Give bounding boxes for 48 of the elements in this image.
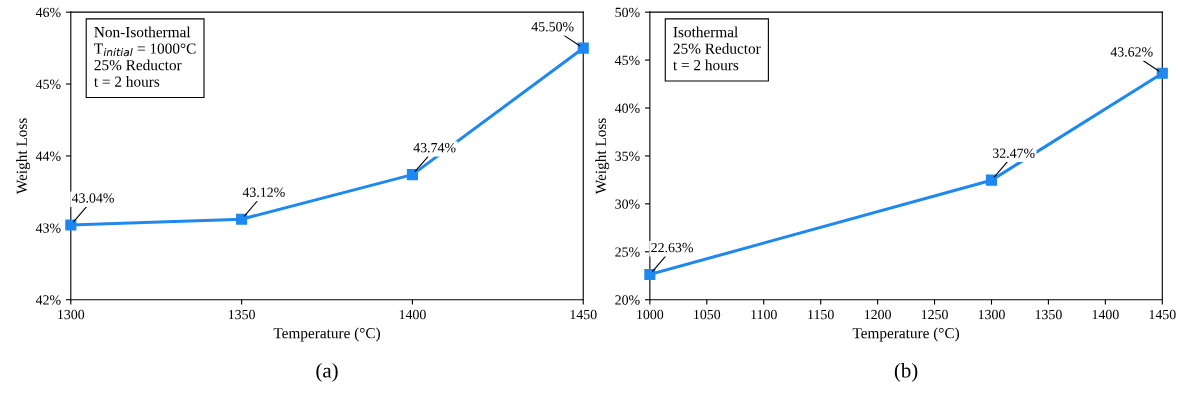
x-tick-label: 1350: [228, 309, 255, 320]
x-tick-label: 1450: [1149, 309, 1176, 320]
point: [406, 169, 418, 181]
y-tick-label: 45%: [35, 79, 61, 90]
x-tick-label: 1250: [921, 309, 948, 320]
y-tick-label: 46%: [35, 7, 61, 18]
x-tick-label: 1150: [808, 309, 834, 320]
data-label: 22.63%: [651, 242, 694, 253]
y-tick-label: 44%: [35, 151, 61, 161]
y-tick-label: 45%: [614, 55, 640, 66]
point: [65, 219, 77, 231]
point: [644, 268, 656, 281]
x-tick-label: 1050: [694, 309, 721, 320]
x-axis-title: Temperature (°C): [273, 327, 380, 342]
x-tick-label: 1400: [399, 309, 426, 320]
y-axis-title: Weight Loss: [595, 118, 610, 195]
point: [1156, 67, 1168, 79]
point: [236, 213, 248, 225]
text: (a): [316, 362, 338, 382]
y-tick-label: 35%: [615, 151, 640, 161]
y-tick-label: 25%: [615, 247, 640, 257]
x-tick-label: 1350: [1035, 309, 1062, 320]
text: (b): [894, 362, 918, 382]
data-label: 43.04%: [71, 193, 114, 203]
data-label: 32.47%: [992, 148, 1035, 158]
x-tick-label: 1450: [570, 309, 597, 320]
y-axis-title: Weight Loss: [16, 118, 31, 195]
y-tick-label: 50%: [615, 7, 640, 18]
y-tick-label: 42%: [35, 295, 61, 305]
x-tick-label: 1300: [58, 309, 85, 320]
x-tick-label: 1400: [1092, 309, 1119, 320]
y-tick-label: 30%: [615, 199, 640, 209]
annotation: Non-Isothermal T$_{initial}$ = 1000°C 25% Reductor t = 2 hours: [94, 26, 196, 87]
data-label: 45.50%: [531, 22, 574, 32]
x-tick-label: 1100: [751, 309, 777, 320]
point: [577, 42, 589, 54]
data-label: 43.74%: [413, 142, 456, 153]
y-tick-label: 20%: [615, 295, 640, 305]
data-label: 43.62%: [1110, 47, 1153, 57]
x-tick-label: 1300: [978, 309, 1005, 320]
x-tick-label: 1000: [637, 309, 664, 320]
y-tick-label: 40%: [614, 103, 640, 113]
x-axis-title: Temperature (°C): [852, 327, 960, 342]
x-tick-label: 1200: [864, 309, 891, 320]
data-label: 43.12%: [242, 187, 285, 197]
point: [985, 174, 998, 186]
annotation: Isothermal 25% Reductor t = 2 hours: [673, 26, 761, 71]
y-tick-label: 43%: [35, 223, 61, 233]
